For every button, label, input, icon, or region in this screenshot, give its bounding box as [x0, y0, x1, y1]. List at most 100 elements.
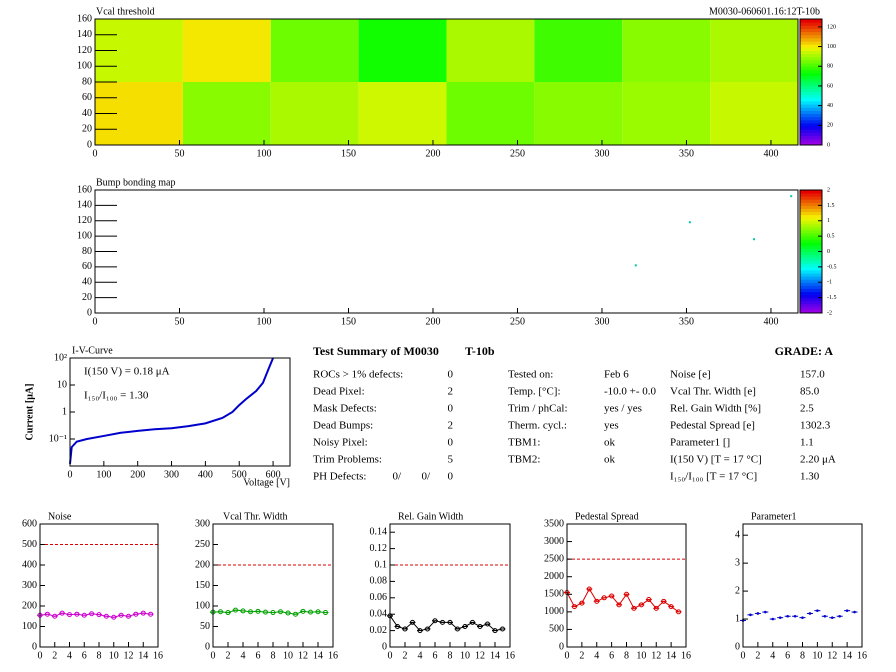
colorbar-label: 0.5 — [827, 234, 835, 240]
x-tick-label: 0 — [38, 650, 43, 661]
marker — [278, 609, 283, 615]
colorbar-step — [800, 205, 822, 209]
y-tick-label: 2000 — [544, 571, 564, 582]
x-tick-label: 2 — [52, 650, 57, 661]
colorbar-step — [800, 107, 822, 111]
heatmap-cell — [358, 19, 447, 82]
x-tick-label: 150 — [341, 148, 356, 159]
colorbar-label: -1.5 — [827, 295, 837, 301]
marker — [126, 613, 131, 619]
marker — [425, 626, 430, 632]
colorbar-step — [800, 229, 822, 234]
marker — [96, 612, 102, 618]
marker — [133, 611, 139, 617]
y-tick-label: 20 — [82, 292, 92, 303]
x-tick-label: 4 — [418, 650, 423, 661]
marker — [455, 626, 460, 632]
colorbar-step — [800, 94, 822, 99]
colorbar-step — [800, 273, 822, 277]
marker — [838, 614, 841, 618]
marker — [118, 612, 124, 618]
chart-title: Rel. Gain Width — [398, 511, 463, 522]
summary-value: 0 — [448, 369, 454, 381]
marker — [477, 624, 483, 629]
colorbar-step — [800, 245, 822, 249]
marker — [816, 609, 819, 612]
x-tick-label: 2 — [403, 650, 408, 661]
chart-subtitle: M0030-060601.16:12T-10b — [709, 6, 820, 17]
y-tick-label: 0 — [382, 641, 387, 652]
y-tick-label: 100 — [77, 61, 92, 72]
data-line — [39, 612, 151, 618]
summary-label: Rel. Gain Width [%] — [670, 403, 761, 415]
summary-label: Therm. cycl.: — [508, 420, 567, 432]
colorbar-step — [800, 44, 822, 48]
summary-grade: GRADE: A — [775, 344, 834, 358]
colorbar-label: 100 — [827, 44, 836, 50]
x-tick-label: 4 — [594, 650, 599, 661]
y-tick-label: 0.06 — [370, 592, 388, 603]
x-tick-label: 0 — [565, 650, 570, 661]
x-tick-label: 2 — [226, 650, 231, 661]
y-tick-label: 120 — [77, 215, 92, 226]
summary-value: 2.5 — [800, 403, 814, 415]
x-tick-label: 6 — [433, 650, 438, 661]
marker — [631, 605, 637, 611]
marker — [676, 609, 682, 615]
chart-title: Pedestal Spread — [575, 511, 639, 522]
x-tick-label: 2 — [755, 650, 760, 661]
bump-point — [688, 221, 691, 224]
summary-label: TBM1: — [508, 437, 540, 449]
x-tick-label: 0 — [741, 650, 746, 661]
marker — [52, 613, 58, 619]
x-tick-label: 16 — [328, 650, 338, 661]
y-tick-label: 200 — [22, 600, 37, 611]
colorbar-step — [800, 220, 822, 225]
x-tick-label: 600 — [266, 469, 281, 480]
summary-value: 5 — [448, 454, 454, 466]
summary-title: Test Summary of M0030 — [313, 344, 439, 358]
x-tick-label: 200 — [130, 469, 145, 480]
marker — [255, 608, 261, 614]
marker — [771, 617, 775, 621]
y-tick-label: 600 — [22, 518, 37, 529]
marker — [293, 611, 298, 617]
x-tick-label: 300 — [594, 148, 609, 159]
y-tick-label: 0 — [87, 307, 92, 318]
colorbar-step — [800, 199, 822, 203]
x-tick-label: 8 — [448, 650, 453, 661]
colorbar-step — [800, 242, 822, 246]
y-tick-label: 150 — [195, 580, 210, 591]
chart-title: Vcal threshold — [96, 6, 155, 17]
colorbar-step — [800, 85, 822, 89]
colorbar-step — [800, 119, 822, 124]
marker — [74, 611, 80, 617]
colorbar-step — [800, 122, 822, 127]
summary-value: 0 — [448, 403, 454, 415]
y-tick-label: 3500 — [544, 518, 564, 529]
y-tick-label: 1 — [62, 406, 67, 417]
colorbar-label: 0 — [827, 142, 830, 148]
colorbar-step — [800, 291, 822, 296]
colorbar-step — [800, 208, 822, 213]
colorbar-step — [800, 47, 822, 51]
chart-title: Bump bonding map — [96, 177, 175, 188]
x-tick-label: 16 — [681, 650, 691, 661]
annotation: I₁₅₀/I₁₀₀ = 1.30 — [84, 390, 149, 402]
colorbar-label: 120 — [827, 24, 836, 30]
colorbar-step — [800, 276, 822, 280]
colorbar-step — [800, 135, 822, 140]
y-tick-label: 0 — [32, 641, 37, 652]
x-tick-label: 300 — [164, 469, 179, 480]
summary-value: 1302.3 — [800, 420, 831, 432]
colorbar-step — [800, 279, 822, 283]
data-line — [389, 615, 503, 632]
marker — [440, 619, 445, 625]
colorbar-step — [800, 263, 822, 268]
summary-label: Tested on: — [508, 369, 553, 381]
marker — [823, 614, 827, 618]
marker — [661, 598, 667, 604]
x-tick-label: 350 — [679, 148, 694, 159]
x-tick-label: 0 — [211, 650, 216, 661]
summary-value: 0/ — [392, 471, 402, 483]
